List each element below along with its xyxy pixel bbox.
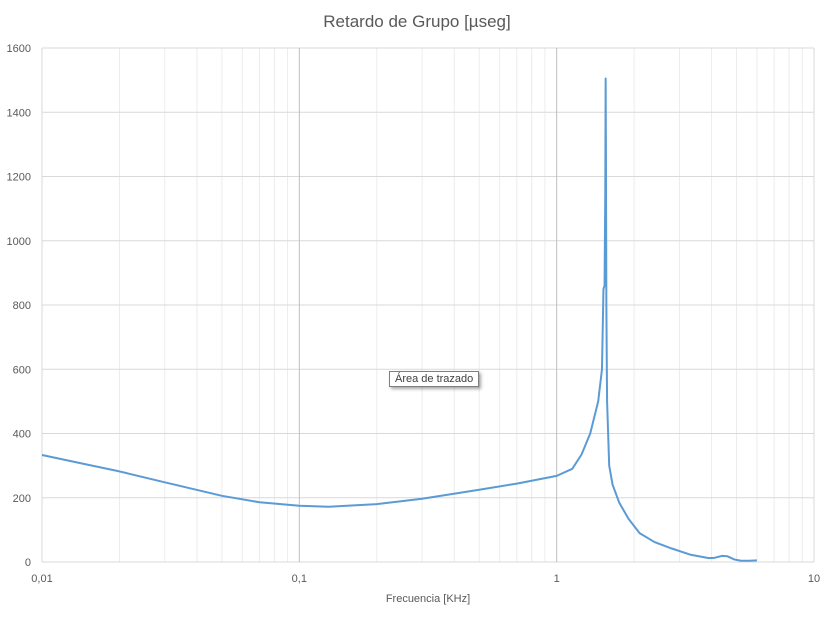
plot-area-tooltip: Área de trazado xyxy=(389,371,480,387)
y-tick-label: 600 xyxy=(13,364,31,376)
y-tick-label: 200 xyxy=(13,493,31,505)
y-tick-label: 1200 xyxy=(7,172,31,184)
y-tick-label: 1000 xyxy=(7,236,31,248)
x-tick-label: 0,01 xyxy=(31,573,52,585)
y-tick-label: 0 xyxy=(25,557,31,569)
major-gridlines xyxy=(41,47,815,563)
tick-labels: 0 200 400 600 800 1000 1200 1400 1600 0,01 0,1 1 10 xyxy=(7,43,821,585)
y-tick-label: 800 xyxy=(13,300,31,312)
y-tick-label: 400 xyxy=(13,429,31,441)
series-line xyxy=(41,77,757,562)
y-tick-label: 1600 xyxy=(7,43,31,55)
y-tick-label: 1400 xyxy=(7,107,31,119)
x-tick-label: 10 xyxy=(808,573,820,585)
x-tick-label: 1 xyxy=(554,573,560,585)
series-layer xyxy=(41,77,757,562)
chart-title: Retardo de Grupo [µseg] xyxy=(323,12,510,31)
x-tick-label: 0,1 xyxy=(292,573,307,585)
x-axis-label: Frecuencia [KHz] xyxy=(386,593,470,605)
